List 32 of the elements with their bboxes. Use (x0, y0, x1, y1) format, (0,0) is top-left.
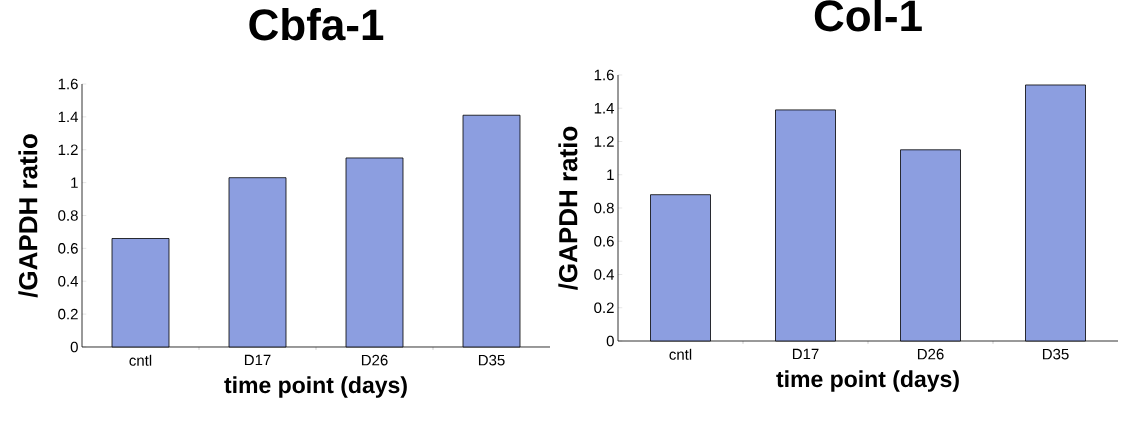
x-axis-title: time point (days) (776, 370, 959, 392)
x-tick-label: D35 (1042, 348, 1069, 360)
x-tick-label: D17 (792, 348, 819, 360)
y-tick-label: 1 (607, 169, 614, 180)
y-tick-label: 0.8 (58, 210, 78, 221)
y-tick-label: 1.2 (58, 144, 78, 155)
y-tick-label: 0.2 (58, 308, 78, 320)
y-tick-label: 1.6 (594, 69, 614, 81)
y-tick-label: 1.4 (594, 103, 615, 114)
y-tick-label: 1.4 (58, 111, 79, 123)
y-tick-label: 0 (606, 335, 614, 347)
x-tick-label: D17 (244, 354, 271, 366)
y-tick-label: 0.4 (58, 275, 79, 287)
y-tick-label: 0.2 (594, 302, 614, 314)
y-tick-label: 1.2 (594, 136, 614, 147)
x-tick-label: D35 (478, 354, 505, 366)
chart-title: Col-1 (814, 0, 922, 32)
y-tick-label: 0.8 (594, 202, 614, 214)
y-tick-label: 1.6 (58, 78, 78, 90)
y-tick-label: 1 (71, 177, 78, 188)
y-tick-label: 0 (70, 341, 78, 353)
x-axis-title: time point (days) (224, 376, 407, 398)
chart-title: Cbfa-1 (249, 8, 384, 41)
x-tick-label: cntl (669, 348, 692, 360)
y-axis-title: /GAPDH ratio (18, 134, 38, 298)
x-tick-label: D26 (361, 354, 388, 366)
y-axis-title: /GAPDH ratio (558, 126, 578, 291)
x-tick-label: D26 (917, 348, 944, 360)
y-tick-label: 0.6 (594, 235, 614, 247)
y-tick-label: 0.4 (594, 269, 615, 280)
x-tick-label: cntl (129, 354, 152, 366)
y-tick-label: 0.6 (58, 243, 78, 254)
